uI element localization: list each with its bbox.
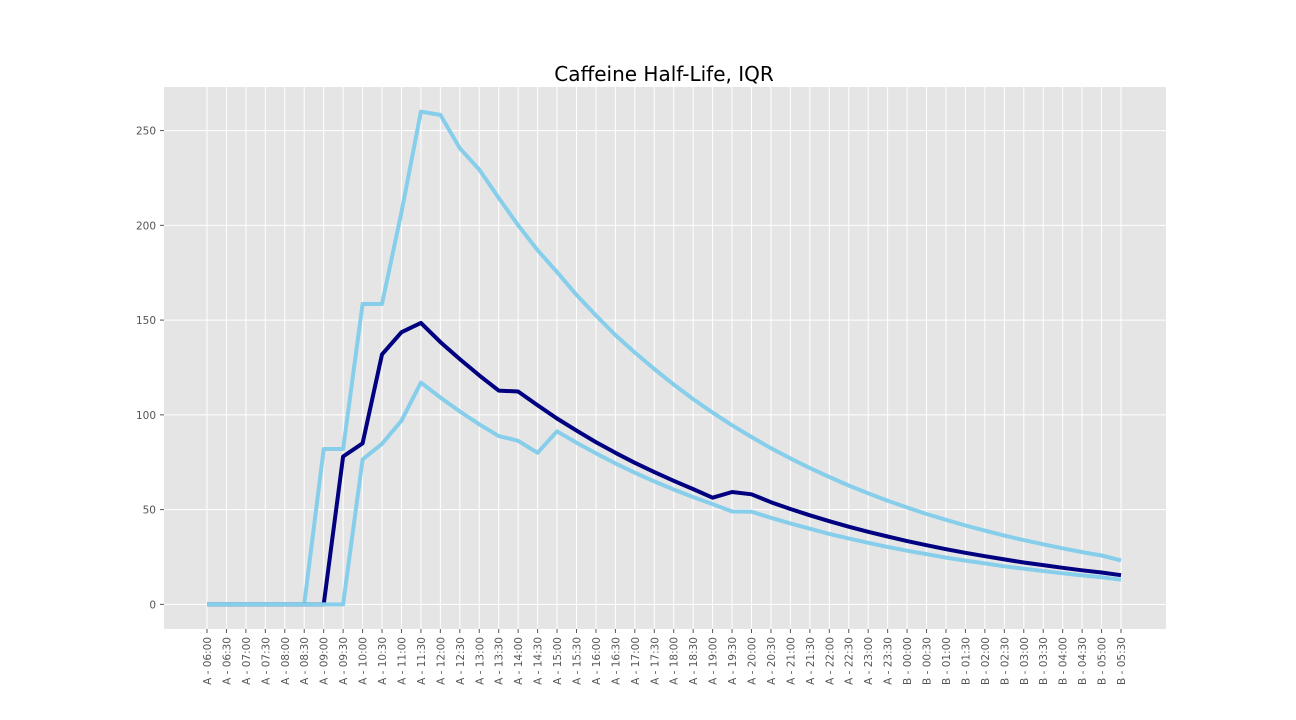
axis-ticks: A - 06:00 A - 06:30 A - 07:00 A - 07:30 A - …: [136, 126, 1128, 685]
x-tick-label: A - 08:30: [299, 637, 311, 685]
x-tick-label: B - 03:00: [1019, 637, 1031, 685]
x-tick-label: B - 05:00: [1097, 637, 1109, 685]
x-tick-label: A - 21:30: [805, 637, 817, 685]
x-tick-label: A - 13:00: [474, 637, 486, 685]
x-tick-label: A - 09:30: [338, 637, 350, 685]
grid: [164, 87, 1166, 629]
x-tick-label: B - 04:30: [1077, 637, 1089, 685]
series-lines: [207, 109, 1122, 607]
x-tick-label: B - 05:30: [1116, 637, 1128, 685]
x-tick-label: A - 06:00: [202, 637, 214, 685]
y-tick-label: 150: [136, 315, 156, 327]
chart-title: Caffeine Half-Life, IQR: [554, 62, 774, 86]
x-tick-label: A - 13:30: [494, 637, 506, 685]
x-tick-label: B - 03:30: [1038, 637, 1050, 685]
series-line-2: [207, 380, 1122, 607]
x-tick-label: A - 06:30: [221, 637, 233, 685]
x-tick-label: B - 02:00: [980, 637, 992, 685]
x-tick-label: B - 00:30: [922, 637, 934, 685]
x-tick-label: B - 04:00: [1058, 637, 1070, 685]
x-tick-label: A - 10:30: [377, 637, 389, 685]
x-tick-label: A - 08:00: [280, 637, 292, 685]
x-tick-label: A - 16:00: [591, 637, 603, 685]
x-tick-label: B - 01:00: [941, 637, 953, 685]
x-tick-label: A - 12:30: [455, 637, 467, 685]
x-tick-label: A - 19:00: [708, 637, 720, 685]
y-tick-label: 0: [149, 599, 156, 611]
x-tick-label: A - 16:30: [610, 637, 622, 685]
x-tick-label: A - 15:30: [571, 637, 583, 685]
x-tick-label: A - 22:00: [824, 637, 836, 685]
x-tick-label: A - 14:00: [513, 637, 525, 685]
x-tick-label: A - 20:00: [747, 637, 759, 685]
x-tick-label: A - 19:30: [727, 637, 739, 685]
y-tick-label: 250: [136, 126, 156, 138]
x-tick-label: A - 18:30: [688, 637, 700, 685]
x-tick-label: B - 00:00: [902, 637, 914, 685]
x-tick-label: A - 18:00: [669, 637, 681, 685]
x-tick-label: A - 14:30: [533, 637, 545, 685]
x-tick-label: A - 21:00: [785, 637, 797, 685]
x-tick-label: A - 07:00: [241, 637, 253, 685]
x-tick-label: A - 11:30: [416, 637, 428, 685]
x-tick-label: A - 22:30: [844, 637, 856, 685]
x-tick-label: A - 07:30: [260, 637, 272, 685]
x-tick-label: A - 23:00: [863, 637, 875, 685]
x-tick-label: A - 17:30: [649, 637, 661, 685]
x-tick-label: A - 10:00: [358, 637, 370, 685]
x-tick-label: A - 20:30: [766, 637, 778, 685]
series-line-0: [207, 109, 1122, 607]
plot-area: [164, 87, 1166, 629]
x-tick-label: A - 15:00: [552, 637, 564, 685]
series-line-1: [207, 320, 1122, 607]
x-tick-label: A - 11:00: [396, 637, 408, 685]
x-tick-label: A - 09:00: [319, 637, 331, 685]
x-tick-label: A - 17:00: [630, 637, 642, 685]
y-tick-label: 100: [136, 410, 156, 422]
y-tick-label: 50: [143, 505, 156, 517]
x-tick-label: B - 01:30: [960, 637, 972, 685]
y-tick-label: 200: [136, 220, 156, 232]
x-tick-label: A - 12:00: [435, 637, 447, 685]
x-tick-label: B - 02:30: [999, 637, 1011, 685]
x-tick-label: A - 23:30: [883, 637, 895, 685]
